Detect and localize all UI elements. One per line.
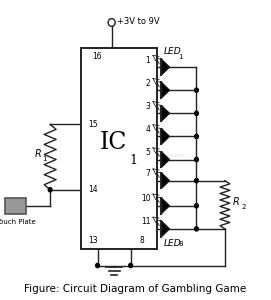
Polygon shape	[161, 82, 169, 98]
Polygon shape	[161, 106, 169, 121]
Text: LED: LED	[164, 47, 181, 56]
Text: 1: 1	[130, 154, 137, 167]
Circle shape	[195, 134, 198, 139]
Text: 2: 2	[241, 204, 246, 210]
Text: 10: 10	[141, 194, 150, 203]
Text: R: R	[233, 197, 240, 207]
Text: R: R	[35, 149, 41, 159]
Text: 5: 5	[146, 148, 150, 157]
Polygon shape	[161, 59, 169, 75]
Text: 13: 13	[88, 236, 98, 245]
Polygon shape	[161, 129, 169, 144]
Circle shape	[195, 227, 198, 231]
Circle shape	[129, 263, 133, 268]
Circle shape	[195, 158, 198, 162]
Text: 15: 15	[88, 120, 98, 129]
Polygon shape	[161, 221, 169, 237]
Bar	[5, 198, 26, 214]
Circle shape	[48, 188, 52, 192]
Circle shape	[195, 111, 198, 116]
Circle shape	[195, 204, 198, 208]
Text: 1: 1	[146, 56, 150, 65]
Circle shape	[195, 88, 198, 92]
Circle shape	[96, 263, 99, 268]
Text: Touch Plate: Touch Plate	[0, 219, 36, 225]
Text: 8: 8	[140, 236, 144, 245]
Text: Figure: Circuit Diagram of Gambling Game: Figure: Circuit Diagram of Gambling Game	[24, 284, 247, 294]
Text: 14: 14	[88, 185, 98, 194]
Bar	[81, 48, 157, 249]
Text: 1: 1	[179, 54, 183, 60]
Text: +3V to 9V: +3V to 9V	[117, 17, 159, 26]
Text: 2: 2	[146, 79, 150, 88]
Text: 7: 7	[146, 169, 150, 178]
Text: 11: 11	[141, 218, 150, 226]
Text: LED: LED	[164, 239, 181, 248]
Text: 4: 4	[146, 125, 150, 134]
Polygon shape	[161, 173, 169, 188]
Text: 16: 16	[92, 52, 102, 61]
Text: 8: 8	[179, 241, 183, 247]
Text: 3: 3	[146, 102, 150, 111]
Text: www.bestengineringprojects.com: www.bestengineringprojects.com	[86, 154, 185, 158]
Text: 1: 1	[42, 156, 46, 162]
Text: IC: IC	[99, 131, 127, 154]
Circle shape	[195, 178, 198, 183]
Polygon shape	[161, 152, 169, 167]
Polygon shape	[161, 198, 169, 214]
